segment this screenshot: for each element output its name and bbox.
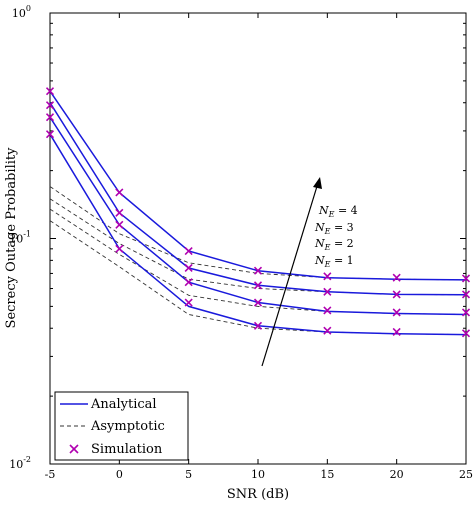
simulation-markers [45, 87, 471, 338]
x-tick-label: -5 [45, 468, 56, 481]
legend-simulation-label: Simulation [91, 442, 163, 457]
label-ne3: NE = 3 [314, 221, 354, 236]
x-tick-label: 25 [459, 468, 473, 481]
x-tick-label: 20 [390, 468, 404, 481]
simulation-marker [184, 298, 193, 307]
x-tick-label: 15 [320, 468, 334, 481]
ne-arrow-head [313, 177, 322, 189]
simulation-marker [461, 290, 471, 299]
simulation-marker [461, 274, 471, 283]
x-tick-label: 0 [116, 468, 123, 481]
simulation-marker [115, 208, 124, 217]
legend-analytical-label: Analytical [90, 397, 157, 412]
label-ne2: NE = 2 [314, 237, 354, 252]
simulation-marker [392, 327, 401, 337]
simulation-marker [184, 246, 193, 256]
simulation-marker [392, 273, 401, 282]
asymptotic-line [49, 220, 467, 336]
simulation-marker [253, 298, 263, 307]
simulation-marker [392, 308, 401, 317]
simulation-marker [461, 308, 471, 317]
plot-area [49, 12, 467, 465]
label-ne4: NE = 4 [318, 204, 358, 219]
simulation-marker [115, 220, 124, 229]
simulation-marker [45, 113, 55, 122]
y-axis-label: Secrecy Outage Probability [4, 147, 19, 329]
simulation-marker [253, 281, 263, 290]
simulation-marker [323, 272, 332, 281]
simulation-marker [323, 326, 332, 335]
legend-simulation-swatch [69, 444, 79, 454]
simulation-marker [392, 290, 401, 299]
simulation-marker [184, 263, 193, 273]
y-tick-label: 10-2 [9, 455, 31, 471]
x-axis-label: SNR (dB) [227, 487, 289, 502]
simulation-marker [45, 130, 55, 139]
legend-asymptotic-label: Asymptotic [90, 419, 165, 434]
simulation-marker [45, 101, 55, 110]
simulation-marker [323, 306, 332, 315]
simulation-marker [45, 87, 55, 96]
simulation-marker [253, 266, 263, 275]
simulation-marker [184, 278, 193, 287]
simulation-marker [115, 188, 124, 197]
label-ne1: NE = 1 [314, 254, 354, 269]
simulation-marker [461, 329, 471, 338]
ne-arrow [261, 182, 319, 367]
legend: Analytical Asymptotic Simulation [54, 391, 189, 461]
simulation-marker [253, 321, 263, 330]
simulation-marker [115, 244, 124, 253]
y-tick-label: 100 [12, 4, 31, 20]
x-tick-label: 10 [251, 468, 265, 481]
simulation-marker [323, 287, 332, 296]
x-tick-label: 5 [185, 468, 192, 481]
